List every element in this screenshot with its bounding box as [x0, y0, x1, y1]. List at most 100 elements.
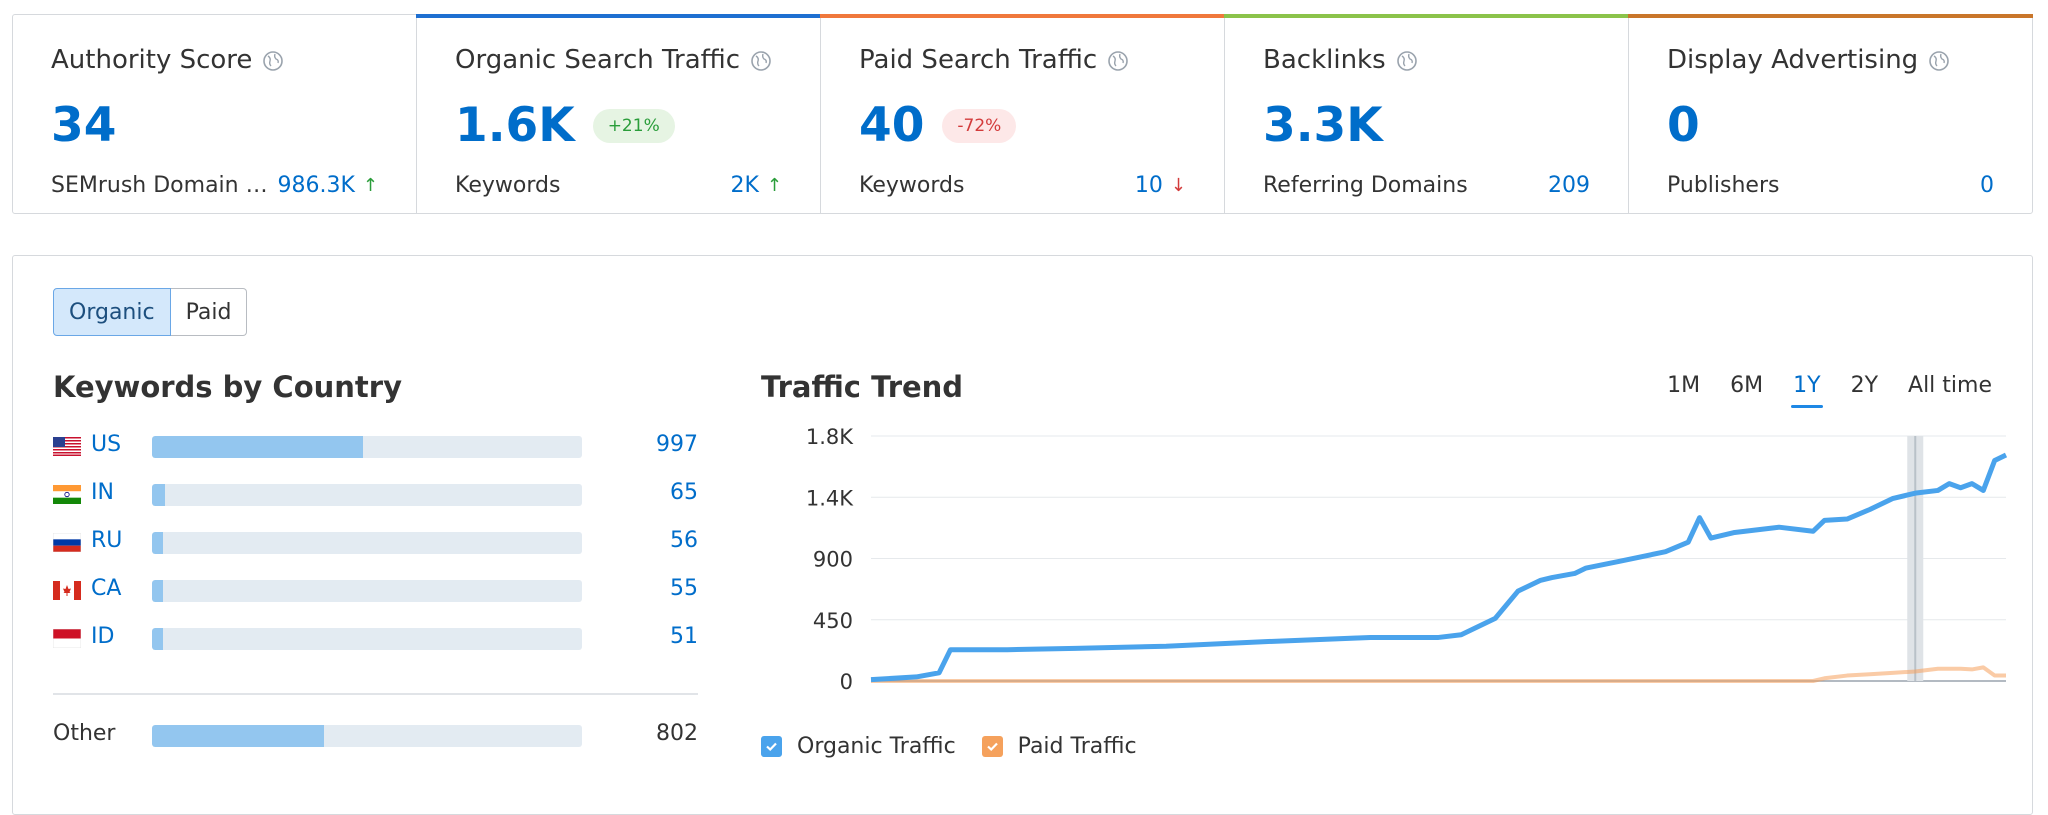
- card-sub-label: SEMrush Domain …: [51, 173, 268, 198]
- card-sub: SEMrush Domain … 986.3K ↑: [51, 173, 378, 198]
- in-flag-icon: [53, 485, 81, 504]
- country-bar: [152, 436, 582, 458]
- country-row-ru: RU 56: [53, 522, 698, 570]
- card-value[interactable]: 3.3K: [1263, 98, 1383, 153]
- globe-icon: [750, 49, 772, 71]
- accent-bar: [1224, 14, 1629, 18]
- organic-traffic-card[interactable]: Organic Search Traffic 1.6K +21% Keywords…: [416, 14, 821, 213]
- card-value[interactable]: 40 -72%: [859, 98, 1017, 153]
- traffic-type-toggle: Organic Paid: [53, 288, 248, 336]
- country-link[interactable]: ID: [91, 624, 115, 649]
- y-tick-label: 900: [813, 548, 853, 572]
- country-bar: [152, 532, 582, 554]
- divider: [53, 693, 698, 695]
- period-6m[interactable]: 6M: [1730, 373, 1764, 398]
- card-sub-label: Publishers: [1667, 173, 1780, 198]
- keywords-by-country-list: US 997 IN 65 RU 56: [53, 426, 698, 666]
- other-label: Other: [53, 721, 116, 746]
- country-keyword-count[interactable]: 56: [670, 528, 698, 553]
- globe-icon: [1928, 49, 1950, 71]
- card-sub-label: Keywords: [859, 173, 965, 198]
- organic-toggle-button[interactable]: Organic: [53, 288, 171, 336]
- accent-bar: [416, 14, 821, 18]
- paid-traffic-card[interactable]: Paid Search Traffic 40 -72% Keywords 10 ↓: [820, 14, 1225, 213]
- card-sub-value[interactable]: 10 ↓: [1134, 173, 1186, 198]
- country-row-in: IN 65: [53, 474, 698, 522]
- card-title: Backlinks: [1263, 45, 1418, 75]
- series-line-paid: [871, 665, 2006, 683]
- authority-score-card[interactable]: Authority Score 34 SEMrush Domain … 986.…: [13, 15, 417, 213]
- change-badge: -72%: [942, 108, 1017, 143]
- card-sub-value[interactable]: 209: [1548, 173, 1590, 198]
- keywords-by-country-title: Keywords by Country: [53, 370, 402, 404]
- country-row-other: Other 802: [53, 715, 698, 755]
- accent-bar: [1628, 14, 2033, 18]
- display-advertising-card[interactable]: Display Advertising 0 Publishers 0: [1628, 14, 2033, 213]
- series-line-organic: [870, 452, 2008, 683]
- legend-organic[interactable]: Organic Traffic: [761, 734, 956, 759]
- country-keyword-count[interactable]: 51: [670, 624, 698, 649]
- card-sub-value[interactable]: 0: [1980, 173, 1994, 198]
- ca-flag-icon: [53, 581, 81, 600]
- period-all-time[interactable]: All time: [1908, 373, 1992, 398]
- country-bar: [152, 725, 582, 747]
- y-tick-label: 1.4K: [806, 486, 854, 510]
- arrow-down-icon: ↓: [1170, 175, 1186, 196]
- card-sub: Keywords 2K ↑: [455, 173, 782, 198]
- card-title: Authority Score: [51, 45, 284, 75]
- card-value[interactable]: 0: [1667, 98, 1700, 153]
- period-1m[interactable]: 1M: [1667, 373, 1701, 398]
- country-bar: [152, 580, 582, 602]
- country-keyword-count[interactable]: 65: [670, 480, 698, 505]
- paid-toggle-button[interactable]: Paid: [170, 288, 248, 336]
- country-link[interactable]: CA: [91, 576, 122, 601]
- other-keyword-count: 802: [656, 721, 698, 746]
- card-title: Organic Search Traffic: [455, 45, 772, 75]
- traffic-trend-chart[interactable]: 0 450 900 1.4K 1.8K: [761, 416, 2011, 706]
- period-2y[interactable]: 2Y: [1850, 373, 1879, 398]
- country-row-id: ID 51: [53, 618, 698, 666]
- legend-paid-label: Paid Traffic: [1017, 734, 1137, 759]
- card-sub-label: Referring Domains: [1263, 173, 1468, 198]
- chart-legend: Organic Traffic Paid Traffic: [761, 734, 1163, 759]
- period-1y[interactable]: 1Y: [1791, 373, 1824, 408]
- card-sub: Referring Domains 209: [1263, 173, 1590, 198]
- change-badge: +21%: [592, 108, 675, 143]
- card-sub-label: Keywords: [455, 173, 561, 198]
- period-selector: 1M 6M 1Y 2Y All time: [1637, 373, 1992, 408]
- card-sub: Publishers 0: [1667, 173, 1994, 198]
- country-row-ca: CA 55: [53, 570, 698, 618]
- card-value[interactable]: 34: [51, 98, 117, 153]
- ru-flag-icon: [53, 533, 81, 552]
- country-row-us: US 997: [53, 426, 698, 474]
- accent-bar: [820, 14, 1225, 18]
- checkbox-checked-icon[interactable]: [761, 736, 782, 757]
- id-flag-icon: [53, 629, 81, 648]
- country-link[interactable]: IN: [91, 480, 114, 505]
- us-flag-icon: [53, 437, 81, 456]
- country-link[interactable]: RU: [91, 528, 123, 553]
- legend-organic-label: Organic Traffic: [797, 734, 956, 759]
- country-link[interactable]: US: [91, 432, 122, 457]
- traffic-trend-title: Traffic Trend: [761, 370, 964, 404]
- backlinks-card[interactable]: Backlinks 3.3K Referring Domains 209: [1224, 14, 1629, 213]
- card-sub-value[interactable]: 2K ↑: [730, 173, 782, 198]
- country-keyword-count[interactable]: 997: [656, 432, 698, 457]
- legend-paid[interactable]: Paid Traffic: [981, 734, 1137, 759]
- card-sub: Keywords 10 ↓: [859, 173, 1186, 198]
- globe-icon: [262, 49, 284, 71]
- country-bar: [152, 484, 582, 506]
- card-value[interactable]: 1.6K +21%: [455, 98, 675, 153]
- checkbox-checked-icon[interactable]: [981, 736, 1003, 757]
- globe-icon: [1396, 49, 1418, 71]
- y-tick-label: 0: [840, 670, 853, 694]
- globe-icon: [1107, 49, 1129, 71]
- country-bar: [152, 628, 582, 650]
- card-title: Paid Search Traffic: [859, 45, 1129, 75]
- arrow-up-icon: ↑: [766, 175, 782, 196]
- y-tick-label: 450: [813, 609, 853, 633]
- arrow-up-icon: ↑: [362, 175, 378, 196]
- card-title: Display Advertising: [1667, 45, 1950, 75]
- country-keyword-count[interactable]: 55: [670, 576, 698, 601]
- card-sub-value[interactable]: 986.3K ↑: [277, 173, 378, 198]
